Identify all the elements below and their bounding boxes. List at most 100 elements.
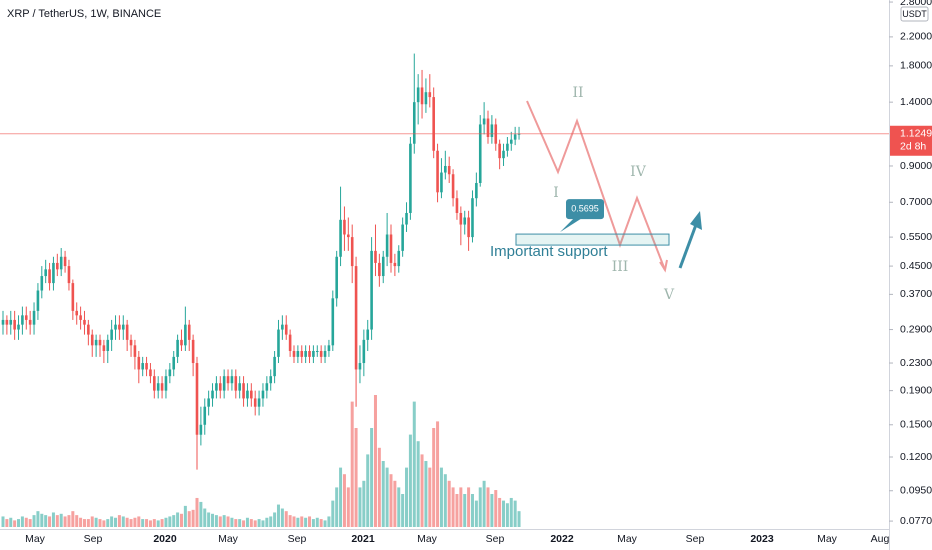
volume-bar (55, 515, 59, 527)
volume-bar (288, 515, 292, 527)
candle-body (36, 290, 40, 311)
candle-body (374, 250, 377, 263)
volume-bar (17, 519, 21, 527)
candle-body (63, 256, 67, 267)
volume-bar (416, 441, 420, 527)
volume-bar (424, 461, 428, 527)
volume-bar (44, 515, 48, 527)
volume-bar (311, 519, 315, 527)
x-tick-label: Sep (686, 533, 705, 545)
y-tick-label: 0.1500 (900, 419, 932, 431)
candle-body (71, 283, 75, 311)
candle-body (420, 87, 424, 105)
candle-body (90, 334, 94, 346)
candle-body (118, 324, 121, 330)
y-tick-label: 0.1200 (900, 451, 932, 463)
volume-bar (331, 500, 335, 527)
volume-bar (238, 519, 242, 527)
candle-body (273, 356, 276, 377)
candle-body (269, 376, 273, 384)
volume-bar (292, 516, 296, 527)
x-tick-label: Sep (486, 533, 505, 545)
candle-body (350, 237, 354, 267)
volume-bar (513, 500, 517, 527)
candle-body (106, 339, 110, 351)
candle-body (160, 383, 164, 391)
volume-bar (432, 428, 436, 527)
volume-bar (20, 516, 24, 527)
candle-body (184, 324, 187, 346)
x-tick-label: May (25, 533, 46, 545)
candle-body (354, 266, 358, 370)
candle-body (432, 97, 435, 151)
volume-bar (296, 517, 300, 527)
volume-bar (474, 500, 478, 527)
volume-bar (350, 401, 354, 527)
x-tick-label: May (817, 533, 838, 545)
candle-body (230, 376, 234, 384)
candle-body (315, 350, 319, 352)
candle-body (176, 339, 179, 357)
candle-body (296, 350, 300, 357)
volume-bar (245, 517, 249, 527)
y-tick-label: 2.2000 (900, 31, 932, 43)
volume-bar (211, 513, 215, 527)
candle-body (168, 369, 172, 377)
bullish-arrow (678, 221, 699, 269)
candle-body (347, 234, 350, 238)
candle-body (137, 356, 141, 370)
volume-bar (393, 480, 397, 527)
volume-bar (370, 428, 374, 527)
bullish-arrowhead (690, 211, 702, 230)
volume-bar (152, 519, 156, 527)
volume-bar (59, 513, 63, 527)
volume-bar (63, 516, 67, 527)
candle-body (331, 298, 335, 346)
volume-bar (498, 497, 502, 527)
y-tick-label: 0.0950 (900, 485, 932, 497)
candle-body (459, 212, 463, 225)
y-tick-label: 0.0770 (900, 515, 932, 527)
y-tick-label: 0.9000 (900, 160, 932, 172)
candle-body (478, 124, 482, 183)
volume-bar (28, 519, 32, 527)
volume-bar (86, 519, 90, 527)
candle-body (156, 383, 160, 391)
candle-body (32, 310, 36, 325)
y-tick-label: 0.2300 (900, 357, 932, 369)
y-tick-label: 0.7000 (900, 196, 932, 208)
candle-body (467, 217, 470, 238)
callout-label: 0.5695 (571, 203, 599, 213)
volume-bar (13, 520, 17, 527)
volume-bar (482, 480, 486, 527)
volume-bar (137, 516, 141, 527)
support-label: Important support (490, 243, 608, 260)
volume-bar (315, 517, 319, 527)
volume-bar (257, 519, 261, 527)
candle-body (98, 339, 102, 346)
candle-body (455, 198, 459, 213)
candle-body (428, 92, 432, 98)
candle-body (56, 262, 59, 270)
volume-bar (141, 519, 145, 527)
candle-body (222, 376, 226, 391)
volume-bar (486, 487, 490, 527)
candle-body (385, 234, 389, 257)
volume-bar (242, 520, 246, 527)
candle-body (482, 118, 486, 125)
volume-bar (455, 494, 459, 527)
volume-bar (234, 519, 238, 527)
candle-body (253, 398, 257, 407)
volume-bar (75, 515, 79, 527)
volume-bar (412, 401, 416, 527)
volume-bar (195, 497, 199, 527)
volume-bar (319, 519, 323, 527)
y-tick-label: 0.4500 (900, 260, 932, 272)
volume-bar (160, 519, 164, 527)
candle-body (312, 350, 315, 357)
projection-path (526, 100, 666, 271)
x-tick-label: 2022 (550, 533, 574, 545)
volume-bar (90, 516, 94, 527)
